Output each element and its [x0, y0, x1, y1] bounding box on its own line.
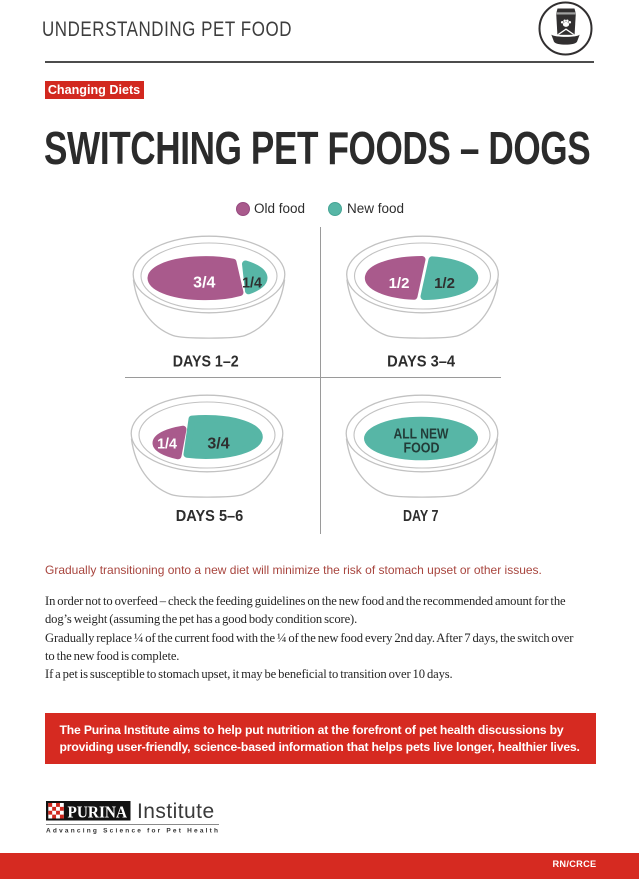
- svg-text:PURINA: PURINA: [68, 803, 128, 822]
- svg-text:ALL NEW: ALL NEW: [394, 427, 449, 443]
- svg-text:3/4: 3/4: [207, 435, 229, 452]
- svg-text:1/2: 1/2: [389, 275, 410, 292]
- svg-text:1/4: 1/4: [242, 276, 262, 292]
- svg-text:1/2: 1/2: [434, 275, 455, 292]
- svg-text:DAYS 3–4: DAYS 3–4: [387, 353, 455, 370]
- svg-text:DAYS 5–6: DAYS 5–6: [176, 508, 244, 525]
- svg-text:1/4: 1/4: [157, 436, 177, 452]
- svg-text:FOOD: FOOD: [404, 441, 440, 457]
- svg-text:DAYS 1–2: DAYS 1–2: [173, 353, 239, 370]
- svg-text:3/4: 3/4: [193, 275, 215, 292]
- svg-text:DAY 7: DAY 7: [403, 508, 439, 525]
- svg-text:Institute: Institute: [137, 800, 215, 823]
- svg-text:Advancing Science for Pet Heal: Advancing Science for Pet Health: [46, 828, 218, 835]
